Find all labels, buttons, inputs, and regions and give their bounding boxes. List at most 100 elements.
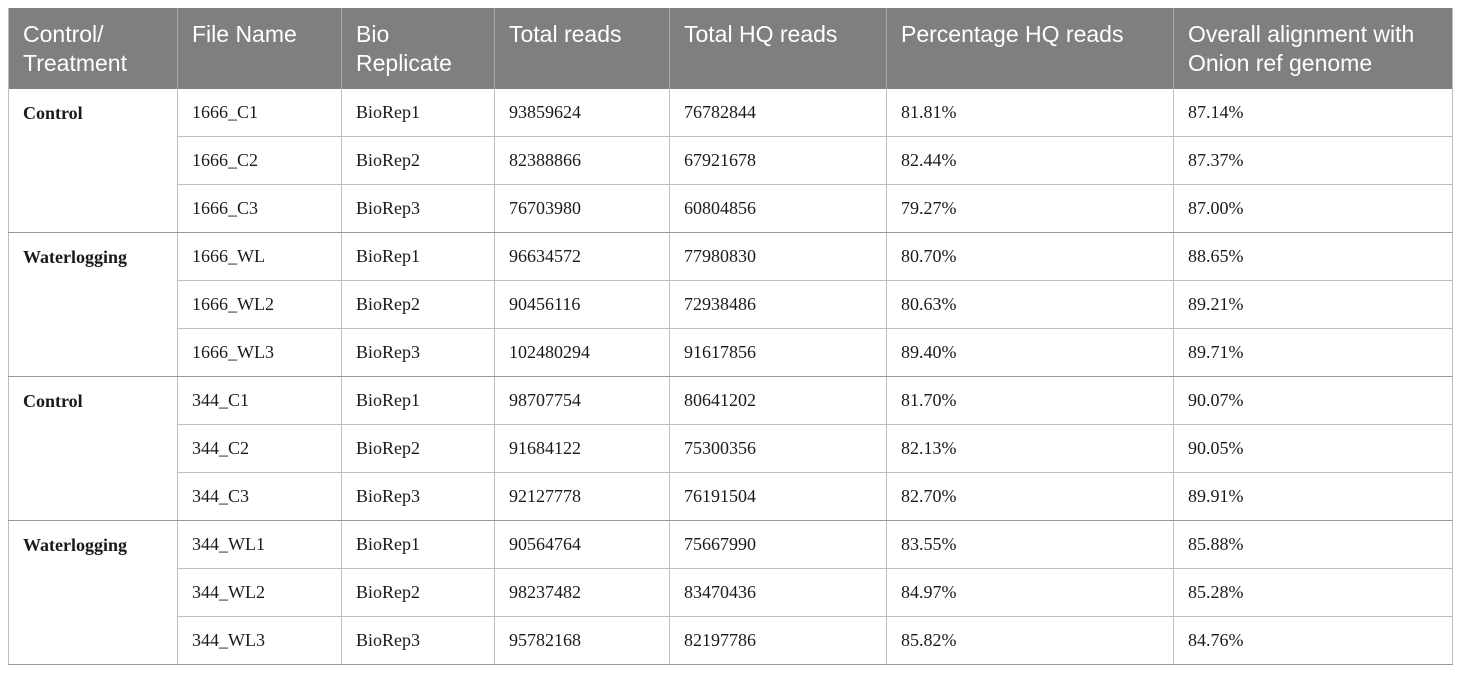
overall-alignment-cell: 90.07% [1173, 376, 1453, 425]
file-name-cell: 344_WL2 [177, 568, 342, 617]
bio-replicate-cell: BioRep1 [341, 89, 495, 137]
header-total-hq-reads: Total HQ reads [669, 8, 887, 89]
percentage-hq-reads-cell: 82.13% [886, 424, 1174, 473]
total-reads-cell: 82388866 [494, 136, 670, 185]
percentage-hq-reads-cell: 80.63% [886, 280, 1174, 329]
table-row: 344_C2 BioRep2 91684122 75300356 82.13% 90.05… [9, 424, 1453, 473]
file-name-cell: 1666_C3 [177, 184, 342, 233]
total-hq-reads-cell: 80641202 [669, 376, 887, 425]
bio-replicate-cell: BioRep3 [341, 616, 495, 665]
total-hq-reads-cell: 75667990 [669, 520, 887, 569]
total-hq-reads-cell: 67921678 [669, 136, 887, 185]
table-row: 1666_C2 BioRep2 82388866 67921678 82.44% 87.3… [9, 136, 1453, 185]
bio-replicate-cell: BioRep2 [341, 136, 495, 185]
header-control-treatment: Control/ Treatment [8, 8, 178, 89]
bio-replicate-cell: BioRep2 [341, 280, 495, 329]
total-reads-cell: 90564764 [494, 520, 670, 569]
header-percentage-hq-reads: Percentage HQ reads [886, 8, 1174, 89]
header-overall-alignment: Overall alignment with Onion ref genome [1173, 8, 1453, 89]
total-hq-reads-cell: 91617856 [669, 328, 887, 377]
table-row: Waterlogging 344_WL1 BioRep1 90564764 756679… [8, 520, 1453, 665]
file-name-cell: 344_C1 [177, 376, 342, 425]
header-file-name: File Name [177, 8, 342, 89]
table-row: Waterlogging 1666_WL BioRep1 96634572 779808… [8, 232, 1453, 377]
total-reads-cell: 93859624 [494, 89, 670, 137]
group-label-cell: Control [8, 376, 178, 521]
file-name-cell: 344_WL1 [177, 520, 342, 569]
file-name-cell: 344_C2 [177, 424, 342, 473]
overall-alignment-cell: 85.28% [1173, 568, 1453, 617]
percentage-hq-reads-cell: 81.81% [886, 89, 1174, 137]
sequencing-stats-table: Control/ Treatment File Name Bio Replica… [8, 8, 1453, 665]
total-reads-cell: 96634572 [494, 232, 670, 281]
percentage-hq-reads-cell: 84.97% [886, 568, 1174, 617]
table-body: Control 1666_C1 BioRep1 93859624 76782844 81.… [8, 89, 1453, 665]
total-hq-reads-cell: 76782844 [669, 89, 887, 137]
overall-alignment-cell: 90.05% [1173, 424, 1453, 473]
bio-replicate-cell: BioRep1 [341, 232, 495, 281]
bio-replicate-cell: BioRep3 [341, 472, 495, 521]
bio-replicate-cell: BioRep1 [341, 376, 495, 425]
table-row: 1666_WL2 BioRep2 90456116 72938486 80.63% 89.… [9, 280, 1453, 329]
table-row: 1666_WL3 BioRep3 102480294 91617856 89.40% 89… [9, 328, 1453, 377]
overall-alignment-cell: 87.14% [1173, 89, 1453, 137]
percentage-hq-reads-cell: 79.27% [886, 184, 1174, 233]
table-row: Control 344_C1 BioRep1 98707754 80641202 81.7… [8, 376, 1453, 521]
overall-alignment-cell: 87.37% [1173, 136, 1453, 185]
bio-replicate-cell: BioRep1 [341, 520, 495, 569]
total-hq-reads-cell: 76191504 [669, 472, 887, 521]
header-row: Control/ Treatment File Name Bio Replica… [8, 8, 1453, 89]
total-reads-cell: 98237482 [494, 568, 670, 617]
overall-alignment-cell: 89.91% [1173, 472, 1453, 521]
total-reads-cell: 92127778 [494, 472, 670, 521]
table-row: 1666_C3 BioRep3 76703980 60804856 79.27% 87.0… [9, 184, 1453, 233]
overall-alignment-cell: 87.00% [1173, 184, 1453, 233]
group-label-cell: Control [8, 89, 178, 233]
percentage-hq-reads-cell: 80.70% [886, 232, 1174, 281]
table-row: Control 1666_C1 BioRep1 93859624 76782844 81.… [8, 89, 1453, 233]
header-total-reads: Total reads [494, 8, 670, 89]
bio-replicate-cell: BioRep3 [341, 328, 495, 377]
file-name-cell: 1666_C1 [177, 89, 342, 137]
table-header: Control/ Treatment File Name Bio Replica… [8, 8, 1453, 89]
group-label-cell: Waterlogging [8, 232, 178, 377]
table-row: 344_WL2 BioRep2 98237482 83470436 84.97% 85.2… [9, 568, 1453, 617]
percentage-hq-reads-cell: 83.55% [886, 520, 1174, 569]
file-name-cell: 1666_WL2 [177, 280, 342, 329]
total-hq-reads-cell: 77980830 [669, 232, 887, 281]
total-hq-reads-cell: 82197786 [669, 616, 887, 665]
bio-replicate-cell: BioRep3 [341, 184, 495, 233]
overall-alignment-cell: 89.71% [1173, 328, 1453, 377]
bio-replicate-cell: BioRep2 [341, 424, 495, 473]
total-hq-reads-cell: 75300356 [669, 424, 887, 473]
data-table-container: Control/ Treatment File Name Bio Replica… [8, 8, 1453, 665]
overall-alignment-cell: 88.65% [1173, 232, 1453, 281]
table-row: 344_WL3 BioRep3 95782168 82197786 85.82% 84.7… [9, 616, 1453, 665]
total-hq-reads-cell: 60804856 [669, 184, 887, 233]
file-name-cell: 344_C3 [177, 472, 342, 521]
bio-replicate-cell: BioRep2 [341, 568, 495, 617]
total-hq-reads-cell: 72938486 [669, 280, 887, 329]
total-reads-cell: 95782168 [494, 616, 670, 665]
file-name-cell: 1666_WL3 [177, 328, 342, 377]
total-reads-cell: 91684122 [494, 424, 670, 473]
percentage-hq-reads-cell: 81.70% [886, 376, 1174, 425]
overall-alignment-cell: 85.88% [1173, 520, 1453, 569]
file-name-cell: 1666_WL [177, 232, 342, 281]
overall-alignment-cell: 89.21% [1173, 280, 1453, 329]
total-reads-cell: 102480294 [494, 328, 670, 377]
file-name-cell: 1666_C2 [177, 136, 342, 185]
percentage-hq-reads-cell: 82.70% [886, 472, 1174, 521]
percentage-hq-reads-cell: 89.40% [886, 328, 1174, 377]
overall-alignment-cell: 84.76% [1173, 616, 1453, 665]
total-hq-reads-cell: 83470436 [669, 568, 887, 617]
file-name-cell: 344_WL3 [177, 616, 342, 665]
percentage-hq-reads-cell: 85.82% [886, 616, 1174, 665]
table-row: 344_C3 BioRep3 92127778 76191504 82.70% 89.91… [9, 472, 1453, 521]
group-label-cell: Waterlogging [8, 520, 178, 665]
total-reads-cell: 76703980 [494, 184, 670, 233]
header-bio-replicate: Bio Replicate [341, 8, 495, 89]
percentage-hq-reads-cell: 82.44% [886, 136, 1174, 185]
total-reads-cell: 90456116 [494, 280, 670, 329]
total-reads-cell: 98707754 [494, 376, 670, 425]
